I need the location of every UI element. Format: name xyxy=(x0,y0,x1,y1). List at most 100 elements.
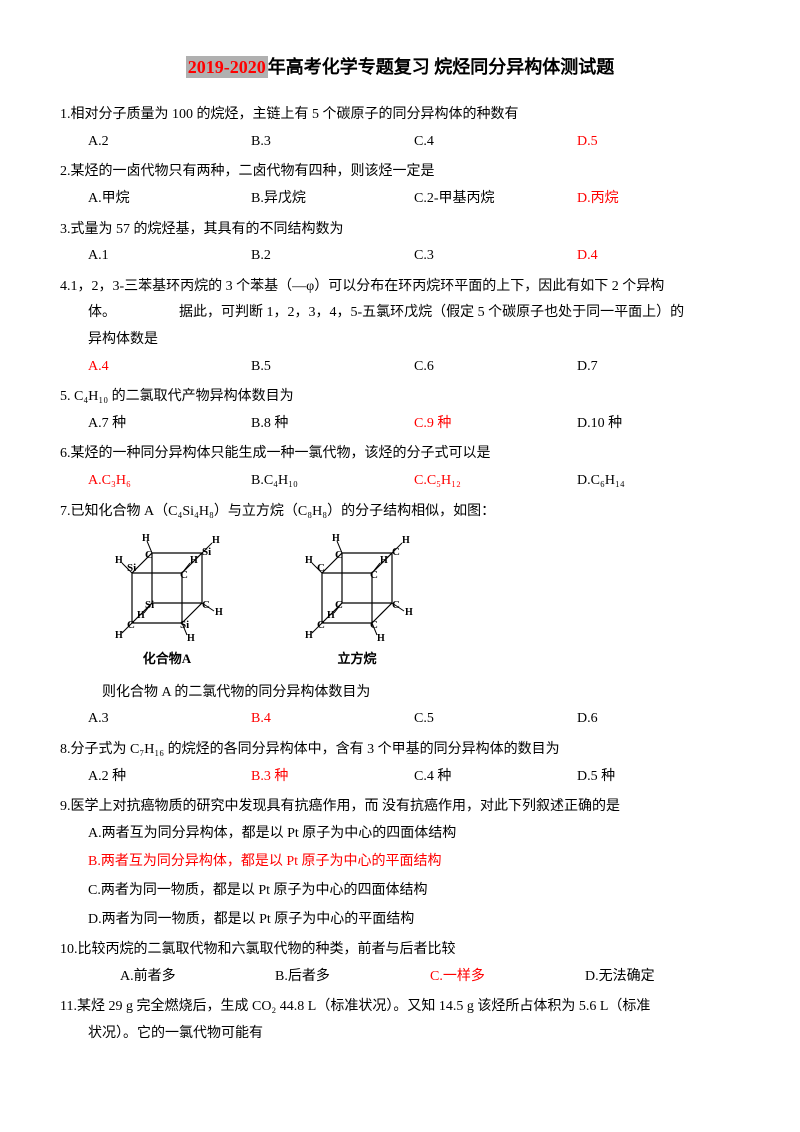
svg-text:C: C xyxy=(127,619,135,631)
svg-text:C: C xyxy=(392,599,400,611)
q4-line3: 异构体数是 xyxy=(60,327,740,354)
q9-opt-c: C.两者为同一物质，都是以 Pt 原子为中心的四面体结构 xyxy=(88,878,740,905)
q1-opt-a: A.2 xyxy=(88,129,251,156)
svg-text:Si: Si xyxy=(145,599,154,611)
svg-text:H: H xyxy=(137,610,145,621)
question-10: 10.比较丙烷的二氯取代物和六氯取代物的种类，前者与后者比较 A.前者多 B.后… xyxy=(60,937,740,990)
q4-line2: 体。 据此，可判断 1，2，3，4，5-五氯环戊烷（假定 5 个碳原子也处于同一… xyxy=(60,300,740,327)
q9-text: 9.医学上对抗癌物质的研究中发现具有抗癌作用，而 没有抗癌作用，对此下列叙述正确… xyxy=(60,794,740,821)
q3-opt-d: D.4 xyxy=(577,243,740,270)
q1-text: 1.相对分子质量为 100 的烷烃，主链上有 5 个碳原子的同分异构体的种数有 xyxy=(60,102,740,129)
svg-text:H: H xyxy=(305,555,313,566)
q4-line1: 4.1，2，3-三苯基环丙烷的 3 个苯基（—φ）可以分布在环丙烷环平面的上下，… xyxy=(60,274,740,301)
q2-text: 2.某烃的一卤代物只有两种，二卤代物有四种，则该烃一定是 xyxy=(60,159,740,186)
q10-opt-b: B.后者多 xyxy=(275,964,430,991)
title-rest: 年高考化学专题复习 烷烃同分异构体测试题 xyxy=(268,57,615,77)
q10-text: 10.比较丙烷的二氯取代物和六氯取代物的种类，前者与后者比较 xyxy=(60,937,740,964)
question-11: 11.某烃 29 g 完全燃烧后，生成 CO₂ 44.8 L（标准状况）。又知 … xyxy=(60,994,740,1047)
q6-text: 6.某烃的一种同分异构体只能生成一种一氯代物，该烃的分子式可以是 xyxy=(60,441,740,468)
question-8: 8.分子式为 C₇H₁₆ 的烷烃的各同分异构体中，含有 3 个甲基的同分异构体的… xyxy=(60,737,740,790)
svg-text:H: H xyxy=(377,633,385,643)
q6-opt-b: B.C₄H₁₀ xyxy=(251,468,414,495)
question-1: 1.相对分子质量为 100 的烷烃，主链上有 5 个碳原子的同分异构体的种数有 … xyxy=(60,102,740,155)
q7-options: A.3 B.4 C.5 D.6 xyxy=(60,706,740,733)
svg-text:H: H xyxy=(212,535,220,546)
q6-options: A.C₃H₆ B.C₄H₁₀ C.C₅H₁₂ D.C₆H₁₄ xyxy=(60,468,740,495)
q4-opt-c: C.6 xyxy=(414,354,577,381)
question-7: 7.已知化合物 A（C₄Si₄H₈）与立方烷（C₈H₈）的分子结构相似，如图： … xyxy=(60,499,740,733)
svg-text:H: H xyxy=(187,633,195,643)
q6-opt-d: D.C₆H₁₄ xyxy=(577,468,740,495)
svg-text:C: C xyxy=(335,549,343,561)
q1-options: A.2 B.3 C.4 D.5 xyxy=(60,129,740,156)
svg-text:H: H xyxy=(115,630,123,641)
q7-images: SiC CSi CSi SiC HH HH HH HH xyxy=(60,533,740,672)
q3-text: 3.式量为 57 的烷烃基，其具有的不同结构数为 xyxy=(60,217,740,244)
q10-opt-d: D.无法确定 xyxy=(585,964,740,991)
q2-opt-c: C.2-甲基丙烷 xyxy=(414,186,577,213)
svg-text:H: H xyxy=(380,555,388,566)
q8-options: A.2 种 B.3 种 C.4 种 D.5 种 xyxy=(60,764,740,791)
q1-opt-c: C.4 xyxy=(414,129,577,156)
q11-line1: 11.某烃 29 g 完全燃烧后，生成 CO₂ 44.8 L（标准状况）。又知 … xyxy=(60,994,740,1021)
compound-a-label: 化合物A xyxy=(102,647,232,672)
q1-opt-b: B.3 xyxy=(251,129,414,156)
q5-opt-a: A.7 种 xyxy=(88,411,251,438)
question-6: 6.某烃的一种同分异构体只能生成一种一氯代物，该烃的分子式可以是 A.C₃H₆ … xyxy=(60,441,740,494)
q7-opt-c: C.5 xyxy=(414,706,577,733)
q5-opt-c: C.9 种 xyxy=(414,411,577,438)
q4-options: A.4 B.5 C.6 D.7 xyxy=(60,354,740,381)
svg-text:C: C xyxy=(202,599,210,611)
q1-opt-d: D.5 xyxy=(577,129,740,156)
question-3: 3.式量为 57 的烷烃基，其具有的不同结构数为 A.1 B.2 C.3 D.4 xyxy=(60,217,740,270)
svg-text:H: H xyxy=(405,607,413,618)
q8-opt-c: C.4 种 xyxy=(414,764,577,791)
q6-opt-a: A.C₃H₆ xyxy=(88,468,251,495)
page-title: 2019-2020年高考化学专题复习 烷烃同分异构体测试题 xyxy=(60,50,740,84)
svg-text:C: C xyxy=(370,619,378,631)
q10-opt-a: A.前者多 xyxy=(120,964,275,991)
svg-text:C: C xyxy=(335,599,343,611)
q3-opt-c: C.3 xyxy=(414,243,577,270)
title-year: 2019-2020 xyxy=(186,56,268,78)
cubane-label: 立方烷 xyxy=(292,647,422,672)
question-4: 4.1，2，3-三苯基环丙烷的 3 个苯基（—φ）可以分布在环丙烷环平面的上下，… xyxy=(60,274,740,380)
q4-opt-d: D.7 xyxy=(577,354,740,381)
q9-opt-b: B.两者互为同分异构体，都是以 Pt 原子为中心的平面结构 xyxy=(88,849,740,876)
q7-opt-a: A.3 xyxy=(88,706,251,733)
q10-opt-c: C.一样多 xyxy=(430,964,585,991)
svg-text:H: H xyxy=(142,533,150,544)
question-9: 9.医学上对抗癌物质的研究中发现具有抗癌作用，而 没有抗癌作用，对此下列叙述正确… xyxy=(60,794,740,933)
svg-text:C: C xyxy=(145,549,153,561)
q4-opt-b: B.5 xyxy=(251,354,414,381)
svg-text:H: H xyxy=(305,630,313,641)
svg-text:H: H xyxy=(402,535,410,546)
q5-text: 5. C₄H₁₀ 的二氯取代产物异构体数目为 xyxy=(60,384,740,411)
compound-a-diagram: SiC CSi CSi SiC HH HH HH HH xyxy=(102,533,232,643)
q5-options: A.7 种 B.8 种 C.9 种 D.10 种 xyxy=(60,411,740,438)
q2-opt-d: D.丙烷 xyxy=(577,186,740,213)
q7-opt-d: D.6 xyxy=(577,706,740,733)
svg-text:H: H xyxy=(190,555,198,566)
svg-text:H: H xyxy=(115,555,123,566)
q5-opt-b: B.8 种 xyxy=(251,411,414,438)
svg-text:C: C xyxy=(317,619,325,631)
q2-opt-b: B.异戊烷 xyxy=(251,186,414,213)
q9-options: A.两者互为同分异构体，都是以 Pt 原子为中心的四面体结构 B.两者互为同分异… xyxy=(60,821,740,933)
q10-options: A.前者多 B.后者多 C.一样多 D.无法确定 xyxy=(60,964,740,991)
cubane-diagram: CC CC CC CC HH HH HH HH xyxy=(292,533,422,643)
q3-opt-b: B.2 xyxy=(251,243,414,270)
q7-subtext: 则化合物 A 的二氯代物的同分异构体数目为 xyxy=(60,680,740,707)
q11-line2: 状况）。它的一氯代物可能有 xyxy=(60,1021,740,1048)
q6-opt-c: C.C₅H₁₂ xyxy=(414,468,577,495)
q7-text: 7.已知化合物 A（C₄Si₄H₈）与立方烷（C₈H₈）的分子结构相似，如图： xyxy=(60,499,740,526)
question-2: 2.某烃的一卤代物只有两种，二卤代物有四种，则该烃一定是 A.甲烷 B.异戊烷 … xyxy=(60,159,740,212)
q3-options: A.1 B.2 C.3 D.4 xyxy=(60,243,740,270)
svg-text:H: H xyxy=(215,607,223,618)
compound-a-block: SiC CSi CSi SiC HH HH HH HH xyxy=(102,533,232,672)
q8-opt-b: B.3 种 xyxy=(251,764,414,791)
q9-opt-a: A.两者互为同分异构体，都是以 Pt 原子为中心的四面体结构 xyxy=(88,821,740,848)
cubane-block: CC CC CC CC HH HH HH HH 立方烷 xyxy=(292,533,422,672)
q8-text: 8.分子式为 C₇H₁₆ 的烷烃的各同分异构体中，含有 3 个甲基的同分异构体的… xyxy=(60,737,740,764)
q8-opt-a: A.2 种 xyxy=(88,764,251,791)
